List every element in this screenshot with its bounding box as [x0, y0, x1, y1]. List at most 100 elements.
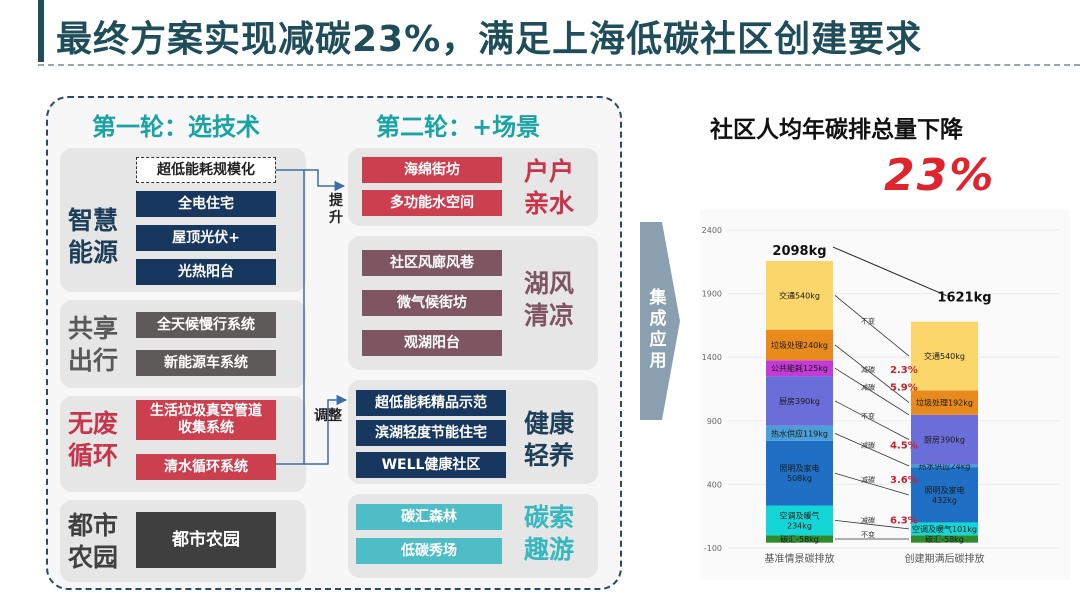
- y-tick-label: -100: [704, 544, 722, 553]
- change-label: 不变: [861, 530, 875, 539]
- reduction-percent: 23%: [884, 150, 996, 201]
- adjust-label: 调整: [314, 408, 342, 424]
- change-arrow: [834, 432, 910, 467]
- urban-farm-label-2: 农园: [68, 543, 119, 572]
- tech-slow-traffic: 全天候慢行系统: [136, 312, 276, 338]
- segment-label: 公共能耗125kg: [771, 363, 828, 373]
- carbon-fun-label-1: 碳索: [524, 503, 575, 532]
- segment-label: 交通540kg: [779, 290, 820, 300]
- bracket-line: [276, 169, 305, 465]
- segment-label: 空调及暖气: [780, 510, 820, 520]
- scene-lowcarbon-show: 低碳秀场: [356, 538, 502, 564]
- waterfront-label-1: 户户: [524, 157, 575, 186]
- lake-breeze-label-1: 湖风: [524, 269, 575, 298]
- bar-segment: [766, 329, 833, 361]
- waterfront-label-2: 亲水: [524, 189, 575, 218]
- bar-segment: [911, 464, 978, 468]
- change-arrow: [834, 367, 910, 416]
- y-tick-label: 1900: [702, 290, 722, 299]
- integrate-arrow-label: 集成应用: [649, 288, 667, 371]
- segment-label: 508kg: [787, 474, 812, 483]
- change-label: 减碳: [861, 365, 875, 374]
- segment-label: 碳汇-58kg: [925, 534, 964, 544]
- tech-urban-farm: 都市农园: [136, 512, 276, 568]
- change-label: 减碳: [861, 383, 875, 392]
- change-percent: 4.5%: [890, 441, 918, 452]
- segment-label: 交通540kg: [924, 351, 965, 361]
- segment-label: 厨房390kg: [924, 435, 965, 445]
- x-tick-label: 基准情景碳排放: [765, 552, 835, 565]
- upgrade-label: 提升: [329, 193, 343, 226]
- segment-label: 空调及暖气101kg: [912, 524, 977, 534]
- bar-segment: [766, 535, 833, 543]
- title-accent-bar: [38, 0, 44, 62]
- y-tick-label: 1400: [702, 353, 722, 362]
- scene-ultra-low-demo: 超低能耗精品示范: [356, 390, 506, 416]
- bar-segment: [911, 390, 978, 415]
- adjust-arrow: [304, 394, 348, 465]
- tech-rooftop-pv: 屋顶光伏+: [136, 225, 276, 251]
- segment-label: 碳汇-58kg: [780, 534, 819, 544]
- scene-lake-balcony: 观湖阳台: [362, 330, 502, 356]
- healthy-label-1: 健康: [524, 409, 575, 438]
- change-percent: 6.3%: [890, 516, 918, 527]
- bar-segment: [766, 261, 833, 330]
- tech-all-electric: 全电住宅: [136, 191, 276, 217]
- bar-segment: [766, 360, 833, 377]
- change-arrow: [834, 520, 910, 530]
- bar-segment: [766, 376, 833, 426]
- round2-title: 第二轮：+场景: [376, 113, 541, 141]
- segment-label: 照明及家电: [925, 485, 965, 495]
- tech-vacuum-garbage: 生活垃圾真空管道收集系统: [136, 400, 276, 440]
- change-label: 不变: [861, 317, 875, 326]
- segment-label: 垃圾处理192kg: [916, 398, 973, 408]
- smart-energy-label-2: 能源: [68, 238, 119, 267]
- y-tick-label: 2400: [702, 226, 722, 235]
- total-link-line: [832, 246, 947, 297]
- bar-segment: [911, 414, 978, 465]
- bar-segment: [766, 505, 833, 536]
- change-arrow: [834, 400, 910, 440]
- change-percent: 3.6%: [890, 475, 918, 486]
- bar-segment: [766, 440, 833, 506]
- round1-title: 第一轮：选技术: [92, 113, 260, 141]
- scene-sponge-block: 海绵街坊: [362, 157, 502, 183]
- scene-well-community: WELL健康社区: [356, 452, 506, 478]
- scene-microclimate: 微气候街坊: [362, 290, 502, 316]
- bar-segment: [911, 522, 978, 536]
- zero-waste-label-2: 循环: [68, 441, 119, 470]
- change-label: 减碳: [861, 441, 875, 450]
- bar-segment: [911, 535, 978, 543]
- chart-title: 社区人均年碳排总量下降: [710, 117, 963, 143]
- x-tick-label: 创建期满后碳排放: [905, 552, 985, 565]
- y-tick-label: 900: [707, 417, 722, 426]
- bar-segment: [911, 321, 978, 391]
- segment-label: 热水供应24kg: [919, 461, 971, 471]
- scene-carbon-forest: 碳汇森林: [356, 504, 502, 530]
- total-label: 2098kg: [772, 244, 826, 259]
- total-label: 1621kg: [937, 291, 991, 306]
- change-percent: 5.9%: [890, 383, 918, 394]
- bar-segment: [766, 425, 833, 441]
- urban-farm-label-1: 都市: [68, 511, 119, 540]
- scene-wind-corridor: 社区风廊风巷: [362, 250, 502, 276]
- change-arrow: [834, 295, 910, 357]
- chart-area: -100 400 900 1400 1900 2400 碳汇-58kg 空调及暖气 234kg 照…: [700, 210, 1070, 580]
- lake-breeze-label-2: 清凉: [524, 301, 575, 330]
- segment-label: 照明及家电: [780, 463, 820, 473]
- change-label: 减碳: [861, 475, 875, 484]
- zero-waste-label-1: 无废: [68, 409, 119, 438]
- bar-segment: [911, 467, 978, 523]
- shared-travel-label-1: 共享: [68, 314, 119, 343]
- y-tick-label: 400: [707, 480, 722, 489]
- shared-travel-label-2: 出行: [68, 346, 119, 375]
- smart-energy-label-1: 智慧: [68, 206, 119, 235]
- upgrade-arrow: [304, 169, 346, 192]
- healthy-label-2: 轻养: [524, 441, 575, 470]
- change-percent: 2.3%: [890, 365, 918, 376]
- segment-label: 垃圾处理240kg: [771, 340, 828, 350]
- segment-label: 432kg: [932, 496, 957, 505]
- change-label: 减碳: [861, 516, 875, 525]
- page-title: 最终方案实现减碳23%，满足上海低碳社区创建要求: [56, 19, 923, 60]
